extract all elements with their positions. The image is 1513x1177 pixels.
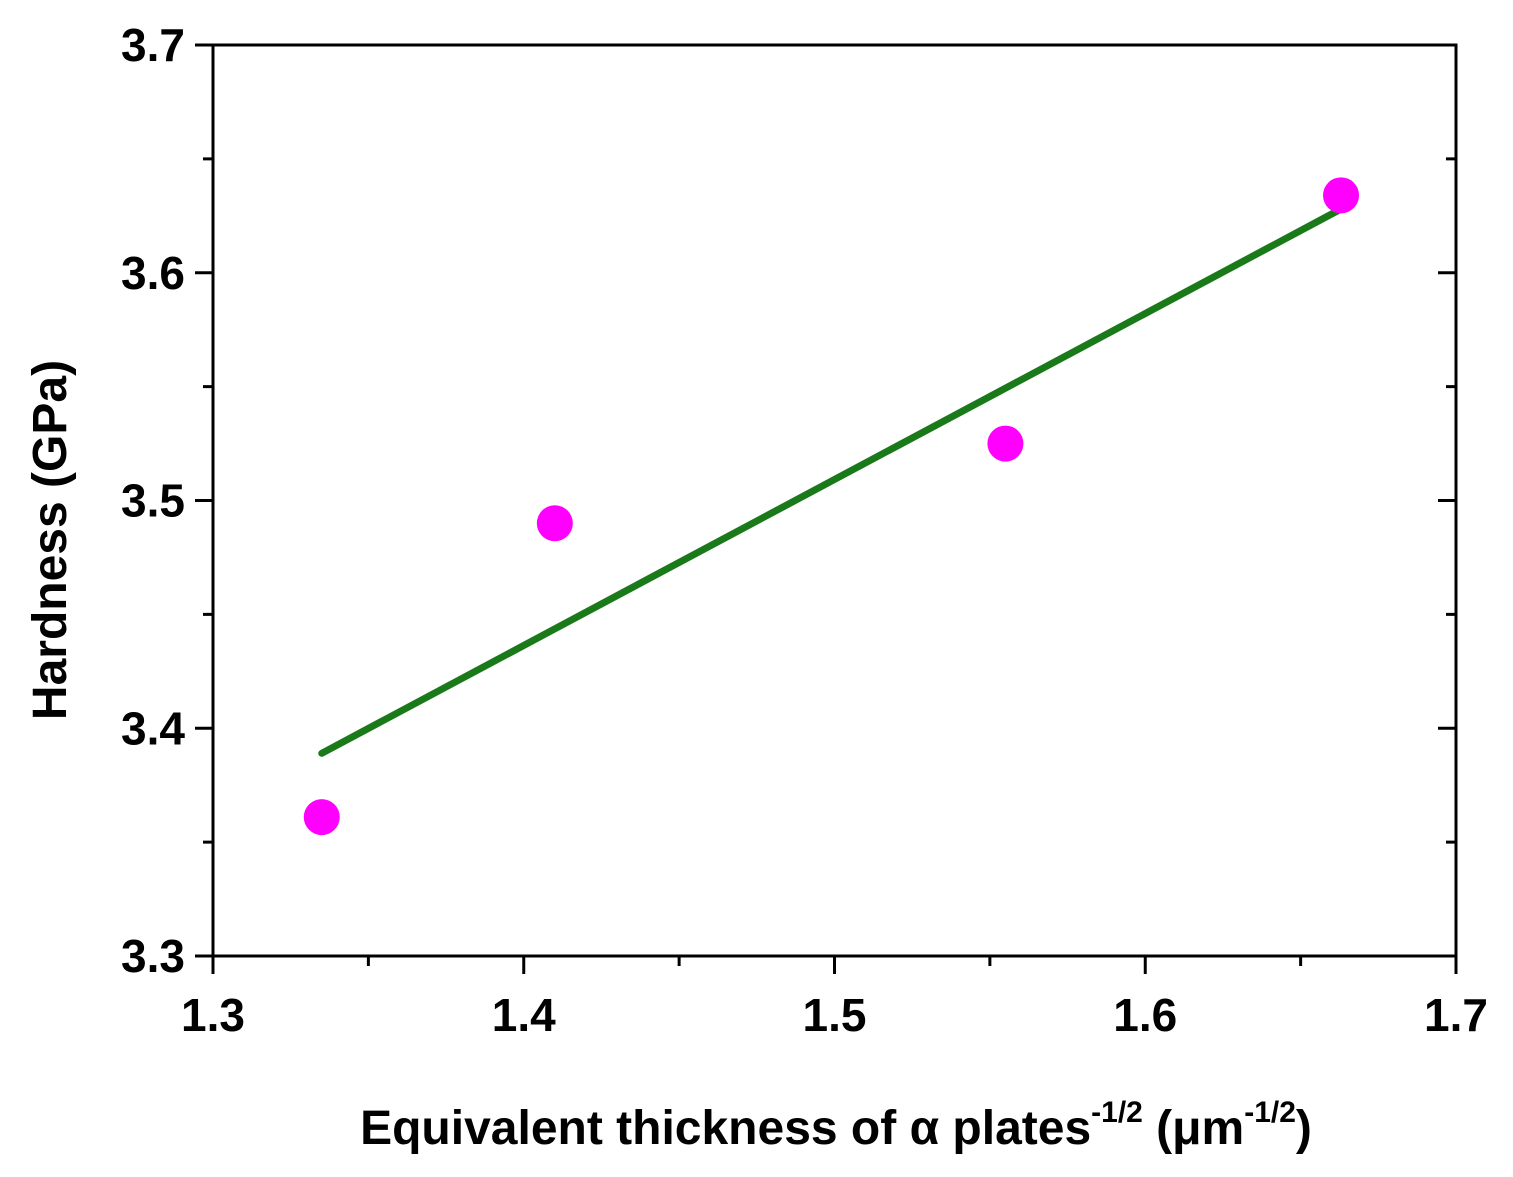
data-point	[987, 425, 1024, 462]
data-point	[536, 505, 573, 542]
plot-frame	[211, 43, 1458, 958]
x-axis-title-main: Equivalent thickness of α plates	[360, 1102, 1091, 1155]
x-axis-title-unit-exponent: -1/2	[1244, 1096, 1296, 1129]
y-tick-label: 3.6	[121, 247, 185, 299]
x-axis-title-unit: (μm	[1143, 1102, 1244, 1155]
x-axis-title-exponent: -1/2	[1091, 1096, 1143, 1129]
y-tick-label: 3.3	[121, 930, 185, 982]
x-axis-title-close: )	[1296, 1102, 1312, 1155]
x-tick-label: 1.4	[492, 989, 556, 1041]
y-axis-tick-labels: 3.3 3.4 3.5 3.6 3.7	[121, 19, 185, 982]
x-axis-tick-labels: 1.3 1.4 1.5 1.6 1.7	[181, 989, 1488, 1041]
fit-lines	[318, 205, 1345, 757]
y-axis-title: Hardness (GPa)	[24, 360, 77, 720]
x-axis-title: Equivalent thickness of α plates-1/2 (μm…	[360, 1096, 1312, 1155]
x-tick-label: 1.3	[181, 989, 245, 1041]
y-axis-ticks	[195, 43, 1456, 958]
x-tick-label: 1.5	[803, 989, 867, 1041]
y-tick-label: 3.4	[121, 702, 185, 754]
data-point	[303, 799, 340, 836]
x-axis-ticks	[211, 956, 1458, 974]
data-point	[1323, 177, 1360, 214]
data-points	[303, 177, 1360, 836]
fit-line	[318, 205, 1345, 757]
y-tick-label: 3.7	[121, 19, 185, 71]
x-tick-label: 1.7	[1424, 989, 1488, 1041]
y-tick-label: 3.5	[121, 475, 185, 527]
x-tick-label: 1.6	[1113, 989, 1177, 1041]
